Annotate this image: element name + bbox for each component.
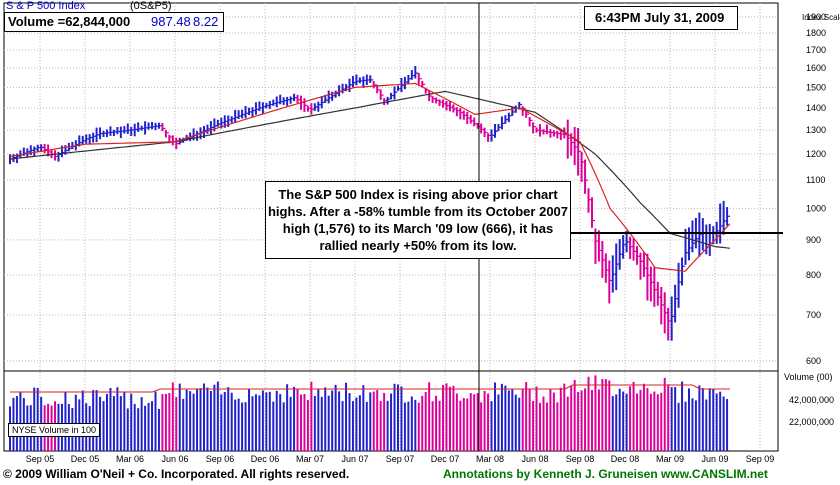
volume-tick-label: 22,000,000 (789, 417, 834, 427)
date-tick-label: Dec 06 (251, 454, 280, 464)
long-moving-average-line (9, 90, 731, 249)
price-tick-label: 800 (806, 270, 821, 280)
date-tick-label: Sep 08 (566, 454, 595, 464)
date-tick-label: Mar 06 (116, 454, 144, 464)
price-tick-label: 1900 (806, 12, 826, 22)
volume-scale-label: Volume (00) (784, 372, 833, 382)
price-tick-label: 900 (806, 235, 821, 245)
price-tick-label: 1700 (806, 45, 826, 55)
date-tick-label: Sep 05 (26, 454, 55, 464)
short-moving-average-line (9, 82, 731, 272)
date-tick-label: Sep 09 (746, 454, 775, 464)
volume-info-box: Volume =62,844,000 987.48 8.22 (4, 12, 224, 32)
date-tick-label: Mar 07 (296, 454, 324, 464)
price-tick-label: 700 (806, 310, 821, 320)
price-y-ticks: 600 700 800 900 1000 1100 1200 1300 1400 1500 1600… (806, 12, 826, 366)
date-tick-label: Mar 08 (476, 454, 504, 464)
price-tick-label: 1600 (806, 63, 826, 73)
price-lines (9, 82, 731, 272)
annotation-credit[interactable]: Annotations by Kenneth J. Gruneisen www.… (443, 467, 768, 481)
date-tick-label: Dec 07 (431, 454, 460, 464)
annotation-box: The S&P 500 Index is rising above prior … (265, 181, 571, 259)
copyright: © 2009 William O'Neil + Co. Incorporated… (3, 467, 350, 481)
price-scale-label: Index Scale (802, 13, 840, 22)
volume-text: Volume =62,844,000 (8, 14, 131, 29)
date-tick-label: Dec 08 (611, 454, 640, 464)
date-tick-label: Jun 07 (341, 454, 368, 464)
price-tick-label: 1300 (806, 125, 826, 135)
timestamp-box: 6:43PM July 31, 2009 (584, 6, 738, 30)
last-price: 987.48 (151, 14, 191, 29)
price-tick-label: 1800 (806, 28, 826, 38)
price-tick-label: 600 (806, 356, 821, 366)
date-tick-label: Dec 05 (71, 454, 100, 464)
volume-average-line (10, 384, 730, 393)
price-change: 8.22 (193, 14, 219, 29)
volume-inset-label: NYSE Volume in 100 (8, 423, 101, 437)
timestamp: 6:43PM July 31, 2009 (595, 10, 725, 25)
date-tick-label: Jun 09 (701, 454, 728, 464)
volume-tick-label: 42,000,000 (789, 395, 834, 405)
ticker-symbol: (0S&P5) (130, 0, 172, 12)
date-tick-label: Jun 06 (161, 454, 188, 464)
price-tick-label: 1000 (806, 203, 826, 213)
price-tick-label: 1500 (806, 82, 826, 92)
price-tick-label: 1400 (806, 103, 826, 113)
x-date-ticks: Sep 05 Dec 05 Mar 06 Jun 06 Sep 06 Dec 06 Mar … (26, 454, 775, 464)
price-tick-label: 1200 (806, 149, 826, 159)
symbol-name: S & P 500 Index (6, 0, 86, 12)
date-tick-label: Sep 06 (206, 454, 235, 464)
date-tick-label: Jun 08 (521, 454, 548, 464)
date-tick-label: Mar 09 (656, 454, 684, 464)
volume-y-ticks: 42,000,000 22,000,000 (789, 395, 834, 427)
volume-bars (9, 375, 730, 451)
date-tick-label: Sep 07 (386, 454, 415, 464)
price-tick-label: 1100 (806, 175, 825, 185)
